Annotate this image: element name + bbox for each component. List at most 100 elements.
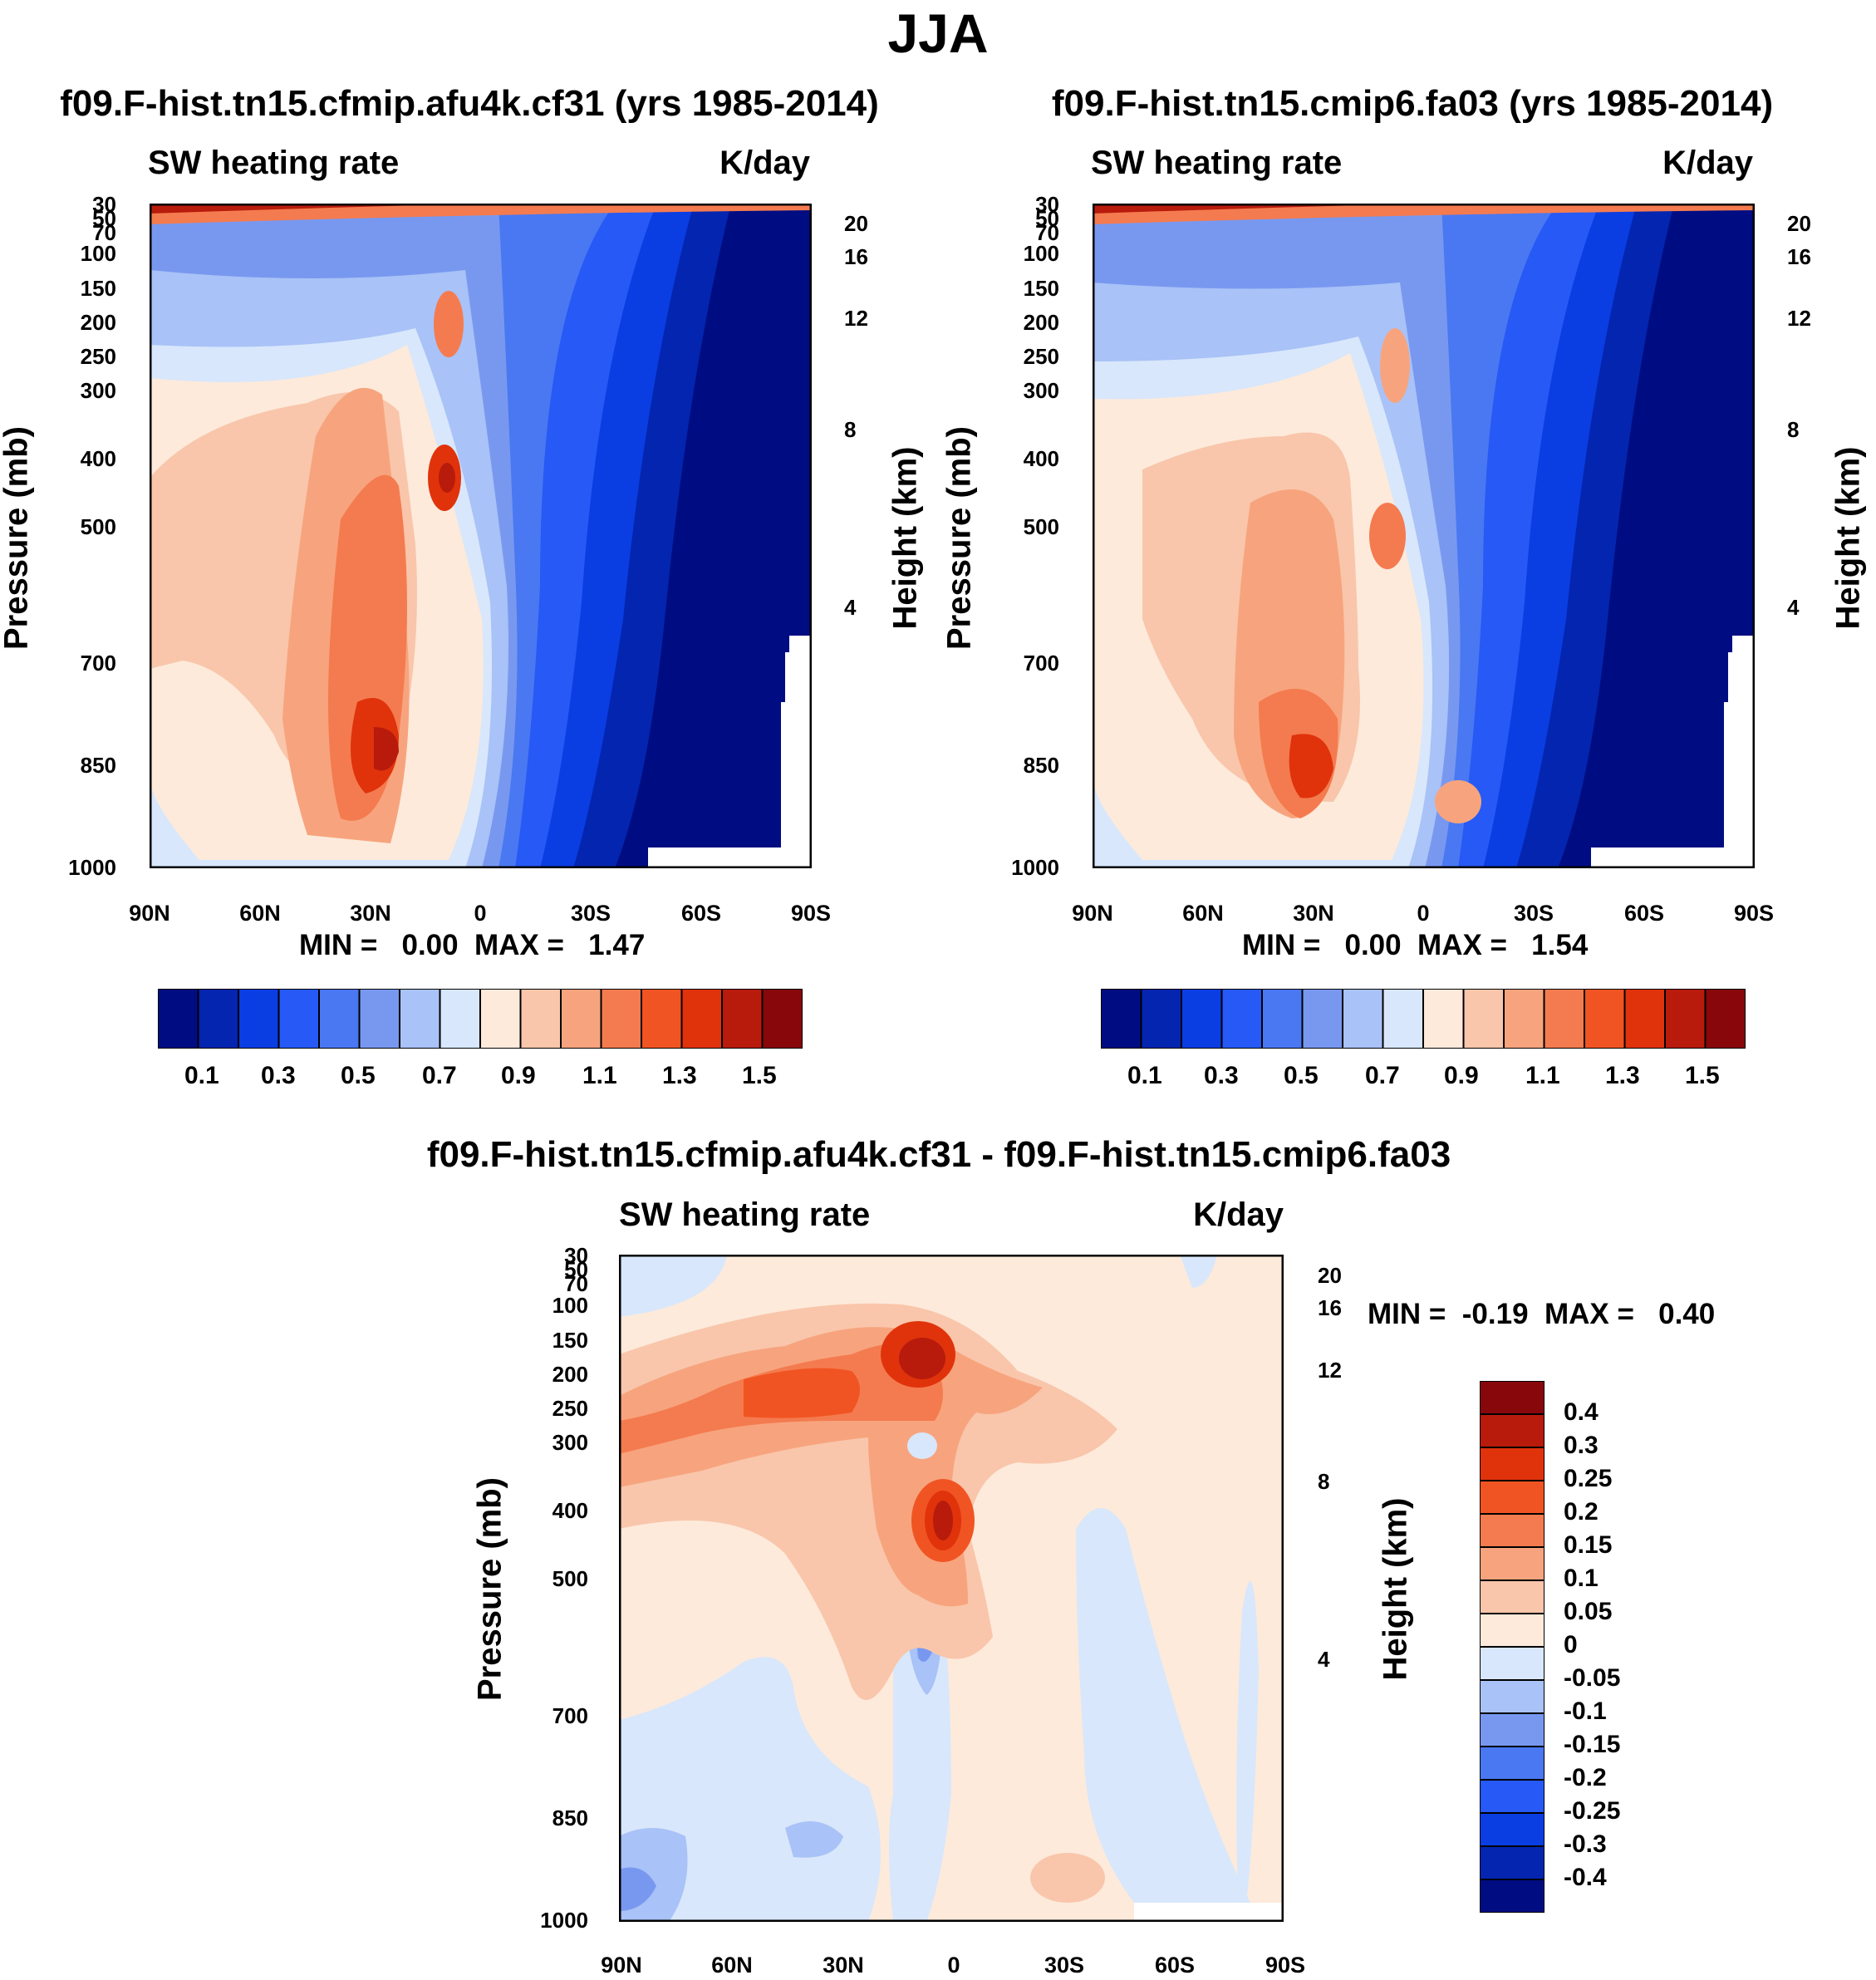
p2-cb-0.3: 0.3 xyxy=(1204,1062,1239,1089)
colorbar-box xyxy=(1479,1845,1545,1880)
p1-ytick-300: 300 xyxy=(80,378,116,403)
p2-xtick-30N: 30N xyxy=(1293,901,1334,926)
colorbar-box xyxy=(1100,988,1142,1049)
p1-ytick-500: 500 xyxy=(80,514,116,539)
p3-minmax: MIN = -0.19 MAX = 0.40 xyxy=(1368,1298,1716,1330)
p3-cb-label: 0.1 xyxy=(1564,1565,1599,1592)
p1-top-strip xyxy=(150,204,812,224)
p1-xtick-60N: 60N xyxy=(239,901,281,926)
p1-cb-0.5: 0.5 xyxy=(341,1062,376,1089)
colorbar-box xyxy=(680,988,723,1049)
colorbar-box xyxy=(600,988,642,1049)
p3-cb-label: 0.2 xyxy=(1564,1498,1599,1526)
p3-ytick-150: 150 xyxy=(552,1328,588,1353)
p1-xtick-90S: 90S xyxy=(790,901,832,926)
colorbar-box xyxy=(1479,1580,1545,1614)
p3-core-400-inner xyxy=(933,1501,953,1540)
p1-cb-0.9: 0.9 xyxy=(501,1062,536,1089)
p2-ytick-100: 100 xyxy=(1023,241,1059,266)
p1-ytick-1000: 1000 xyxy=(68,855,116,880)
p3-cb-label: -0.1 xyxy=(1564,1697,1607,1725)
panel1-right-string: K/day xyxy=(719,145,810,181)
p2-cb-0.9: 0.9 xyxy=(1444,1062,1479,1089)
panel2-right-string: K/day xyxy=(1662,145,1753,181)
p2-top-strip xyxy=(1093,204,1755,224)
p2-ytick-300: 300 xyxy=(1023,378,1059,403)
colorbar-box xyxy=(439,988,481,1049)
panel3-left-string: SW heating rate xyxy=(619,1196,871,1233)
p3-ytick-50: 50 xyxy=(564,1257,588,1282)
p2-frame xyxy=(1093,204,1755,868)
p3-xtick-30N: 30N xyxy=(823,1953,864,1978)
p2-ytick-700: 700 xyxy=(1023,651,1059,676)
p1-cb-0.3: 0.3 xyxy=(261,1062,296,1089)
p3-cb-label: -0.2 xyxy=(1564,1764,1607,1791)
p2-ytick-30: 30 xyxy=(1035,192,1059,217)
p3-xtick-90N: 90N xyxy=(601,1953,642,1978)
p2-cb-1.3: 1.3 xyxy=(1605,1062,1640,1089)
p3-missing xyxy=(1134,1903,1284,1922)
p2-cb-0.1: 0.1 xyxy=(1127,1062,1162,1089)
p2-missing xyxy=(1591,636,1755,868)
p3-neg-bottomleft-core xyxy=(619,1867,656,1911)
p1-colorbar-svg xyxy=(157,988,803,1049)
p1-ytick-150: 150 xyxy=(80,276,116,301)
p1-ylabel: Pressure (mb) xyxy=(0,426,35,650)
panel1-plot xyxy=(150,204,812,868)
p3-cb-label: 0.3 xyxy=(1564,1432,1599,1459)
p1-cb-1.3: 1.3 xyxy=(662,1062,697,1089)
p2-contour-12 xyxy=(1289,734,1333,798)
p3-ytick-200: 200 xyxy=(552,1362,588,1387)
p2-ytick-1000: 1000 xyxy=(1011,855,1059,880)
colorbar-box xyxy=(277,988,320,1049)
p2-ytick-850: 850 xyxy=(1023,753,1059,778)
p2-ytick-400: 400 xyxy=(1023,446,1059,471)
colorbar-box xyxy=(1479,1546,1545,1581)
p3-cb-label: -0.15 xyxy=(1564,1731,1621,1758)
p1-ytick-70: 70 xyxy=(92,220,116,245)
panel2-title: f09.F-hist.tn15.cmip6.fa03 (yrs 1985-201… xyxy=(1051,83,1774,124)
p2-cb-1.5: 1.5 xyxy=(1685,1062,1720,1089)
p1-ytick-200: 200 xyxy=(80,310,116,335)
colorbar-box xyxy=(1479,1812,1545,1847)
p3-cb-label: -0.4 xyxy=(1564,1864,1607,1891)
p1-htick-8: 8 xyxy=(844,417,857,442)
p3-cb-label: 0.15 xyxy=(1564,1531,1613,1559)
colorbar-box xyxy=(479,988,522,1049)
p1-xtick-30N: 30N xyxy=(350,901,391,926)
p2-htick-12: 12 xyxy=(1787,306,1811,331)
p2-ytick-50: 50 xyxy=(1035,206,1059,231)
p2-core-400 xyxy=(1369,503,1406,569)
p2-htick-4: 4 xyxy=(1787,595,1800,620)
p3-ytick-500: 500 xyxy=(552,1566,588,1591)
p2-xtick-90N: 90N xyxy=(1072,901,1113,926)
colorbar-box xyxy=(1479,1380,1545,1415)
p2-minmax: MIN = 0.00 MAX = 1.54 xyxy=(1242,929,1589,961)
panel1-title: f09.F-hist.tn15.cfmip.afu4k.cf31 (yrs 19… xyxy=(60,83,879,124)
colorbar-box xyxy=(721,988,764,1049)
panel2-plot xyxy=(1093,204,1755,868)
p1-ytick-50: 50 xyxy=(92,206,116,231)
colorbar-box xyxy=(1479,1646,1545,1681)
p2-core-200 xyxy=(1380,328,1410,403)
p3-cb-label: -0.25 xyxy=(1564,1797,1621,1825)
page-title: JJA xyxy=(887,2,989,64)
p1-cb-0.7: 0.7 xyxy=(422,1062,457,1089)
colorbar-box xyxy=(560,988,602,1049)
p1-ytick-850: 850 xyxy=(80,753,116,778)
p1-htick-16: 16 xyxy=(844,244,868,269)
p2-ytick-500: 500 xyxy=(1023,514,1059,539)
p3-ylabel-right: Height (km) xyxy=(1377,1497,1414,1681)
colorbar-box xyxy=(399,988,441,1049)
p3-htick-12: 12 xyxy=(1318,1358,1342,1383)
p3-ytick-300: 300 xyxy=(552,1430,588,1455)
p1-core-400-inner xyxy=(439,463,455,493)
colorbar-box xyxy=(1479,1712,1545,1747)
colorbar-box xyxy=(1584,988,1626,1049)
colorbar-box xyxy=(1479,1779,1545,1814)
colorbar-box xyxy=(1479,1613,1545,1648)
p3-htick-4: 4 xyxy=(1318,1647,1330,1672)
p1-cb-0.1: 0.1 xyxy=(184,1062,219,1089)
panel3-plot xyxy=(619,1255,1284,1922)
p1-xtick-30S: 30S xyxy=(570,901,611,926)
